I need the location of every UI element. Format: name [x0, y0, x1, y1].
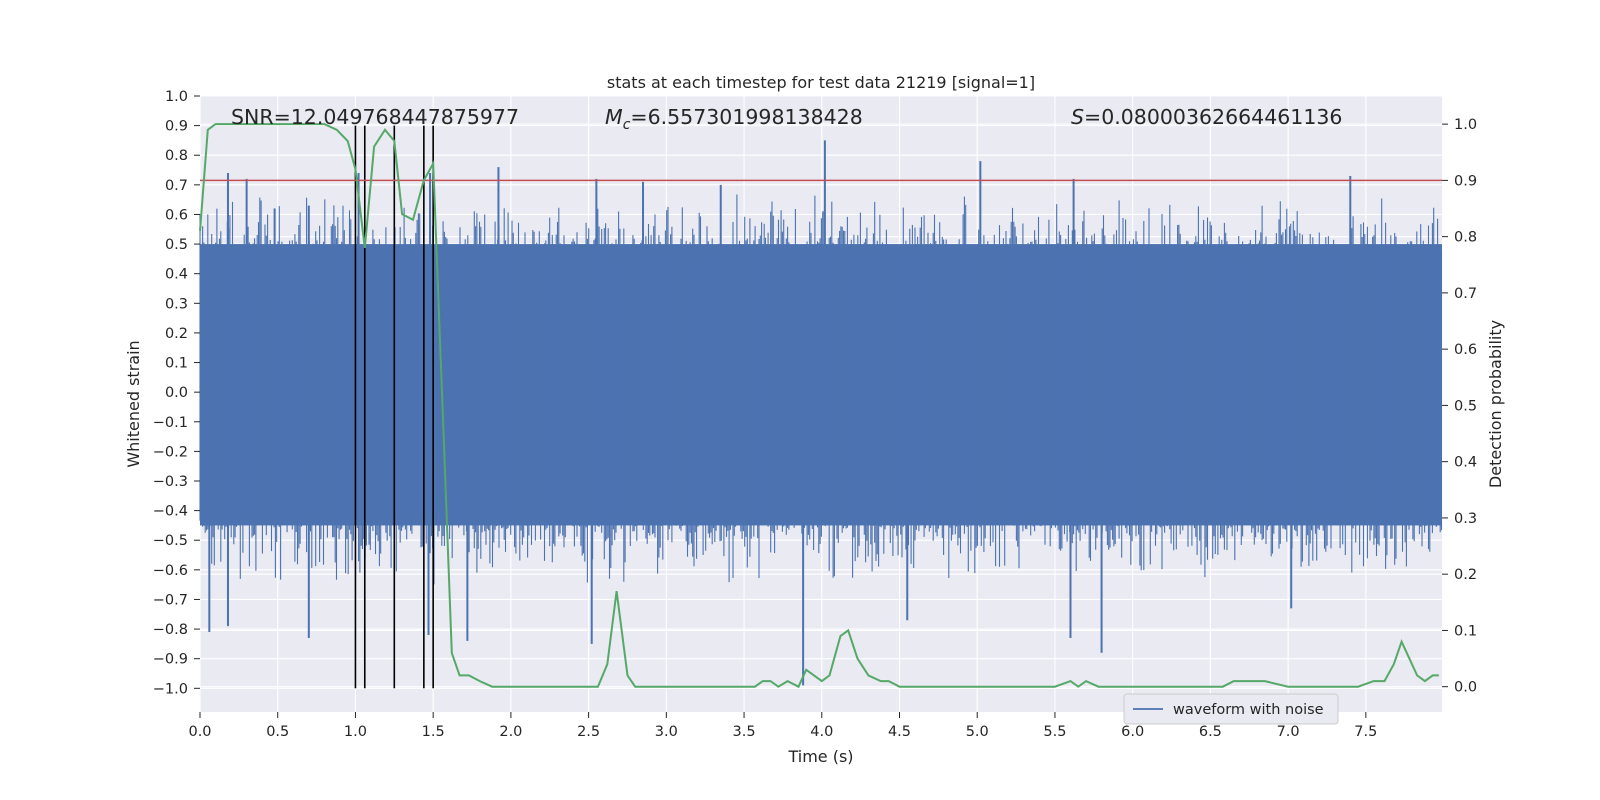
y2-tick-label: 0.0 — [1454, 680, 1477, 696]
y-tick-label: −0.1 — [153, 415, 188, 431]
y-tick-label: 0.1 — [165, 356, 188, 372]
chirp-mass-annotation: Mc=6.557301998138428 — [605, 105, 863, 133]
s-annotation: S=0.08000362664461136 — [1071, 105, 1342, 129]
x-tick-label: 5.0 — [966, 724, 989, 740]
x-axis-label: Time (s) — [787, 747, 853, 766]
x-tick-label: 5.5 — [1043, 724, 1066, 740]
legend: waveform with noise — [1123, 693, 1339, 725]
y-tick-label: 0.2 — [165, 326, 188, 342]
x-tick-label: 3.5 — [733, 724, 756, 740]
y-tick-label: −0.9 — [153, 652, 188, 668]
x-tick-label: 4.5 — [888, 724, 911, 740]
x-tick-label: 1.0 — [344, 724, 367, 740]
y-tick-label: 1.0 — [165, 89, 188, 105]
x-tick-label: 4.0 — [810, 724, 833, 740]
vertical-lines — [354, 125, 434, 689]
y2-tick-label: 0.6 — [1454, 342, 1477, 358]
y-axis-label: Whitened strain — [124, 340, 143, 467]
chirp-mass-symbol: M — [605, 105, 623, 129]
s-value: =0.08000362664461136 — [1084, 105, 1342, 129]
y-tick-label: 0.5 — [165, 237, 188, 253]
y2-tick-label: 0.5 — [1454, 398, 1477, 414]
x-tick-label: 3.0 — [655, 724, 678, 740]
y2-tick-label: 0.7 — [1454, 286, 1477, 302]
x-tick-label: 7.5 — [1354, 724, 1377, 740]
y2-tick-label: 0.4 — [1454, 455, 1477, 471]
probability-line — [199, 123, 1439, 689]
probability-series — [199, 123, 1439, 689]
y-tick-label: 0.4 — [165, 267, 188, 283]
y-tick-label: −0.2 — [153, 444, 188, 460]
y-tick-label: 0.0 — [165, 385, 188, 401]
x-tick-label: 2.5 — [577, 724, 600, 740]
x-axis-ticks: 0.0 0.5 1.0 1.5 2.0 2.5 3.0 3.5 4.0 4.5 5.0 5.5 6.0 6… — [188, 712, 1377, 740]
legend-box — [1123, 693, 1339, 725]
y-tick-label: 0.9 — [165, 119, 188, 135]
y2-tick-label: 0.8 — [1454, 230, 1477, 246]
y2-tick-label: 0.1 — [1454, 623, 1477, 639]
waveform-noise — [199, 194, 1443, 585]
y2-tick-label: 0.2 — [1454, 567, 1477, 583]
y-tick-label: −0.6 — [153, 563, 188, 579]
y-axis-ticks: 1.0 0.9 0.8 0.7 0.6 0.5 0.4 0.3 0.2 0.1 0.0 −0.1 −0.… — [153, 89, 200, 697]
y-tick-label: 0.8 — [165, 148, 188, 164]
x-tick-label: 1.5 — [422, 724, 445, 740]
y2-axis-label: Detection probability — [1486, 320, 1505, 488]
y2-tick-label: 1.0 — [1454, 117, 1477, 133]
y-tick-label: −0.7 — [153, 592, 188, 608]
y-tick-label: −0.3 — [153, 474, 188, 490]
legend-entry-label: waveform with noise — [1173, 702, 1324, 718]
x-tick-label: 2.0 — [499, 724, 522, 740]
y-tick-label: −0.8 — [153, 622, 188, 638]
y-tick-label: −0.4 — [153, 504, 188, 520]
y-tick-label: −1.0 — [153, 681, 188, 697]
y-tick-label: −0.5 — [153, 533, 188, 549]
chart-title: stats at each timestep for test data 212… — [607, 73, 1035, 92]
y-tick-label: 0.6 — [165, 207, 188, 223]
y2-axis-ticks: 1.0 0.9 0.8 0.7 0.6 0.5 0.4 0.3 0.2 0.1 0.0 — [1442, 117, 1477, 696]
waveform-series — [199, 140, 1443, 686]
snr-annotation: SNR=12.049768447875977 — [231, 105, 519, 129]
x-tick-label: 0.0 — [188, 724, 211, 740]
chirp-mass-subscript: c — [623, 117, 631, 133]
x-tick-label: 0.5 — [266, 724, 289, 740]
y-tick-label: 0.7 — [165, 178, 188, 194]
chirp-mass-value: =6.557301998138428 — [630, 105, 862, 129]
x-tick-label: 6.5 — [1199, 724, 1222, 740]
s-symbol: S — [1071, 105, 1084, 129]
y2-tick-label: 0.9 — [1454, 173, 1477, 189]
y-tick-label: 0.3 — [165, 296, 188, 312]
y2-tick-label: 0.3 — [1454, 511, 1477, 527]
x-tick-label: 7.0 — [1277, 724, 1300, 740]
x-tick-label: 6.0 — [1121, 724, 1144, 740]
